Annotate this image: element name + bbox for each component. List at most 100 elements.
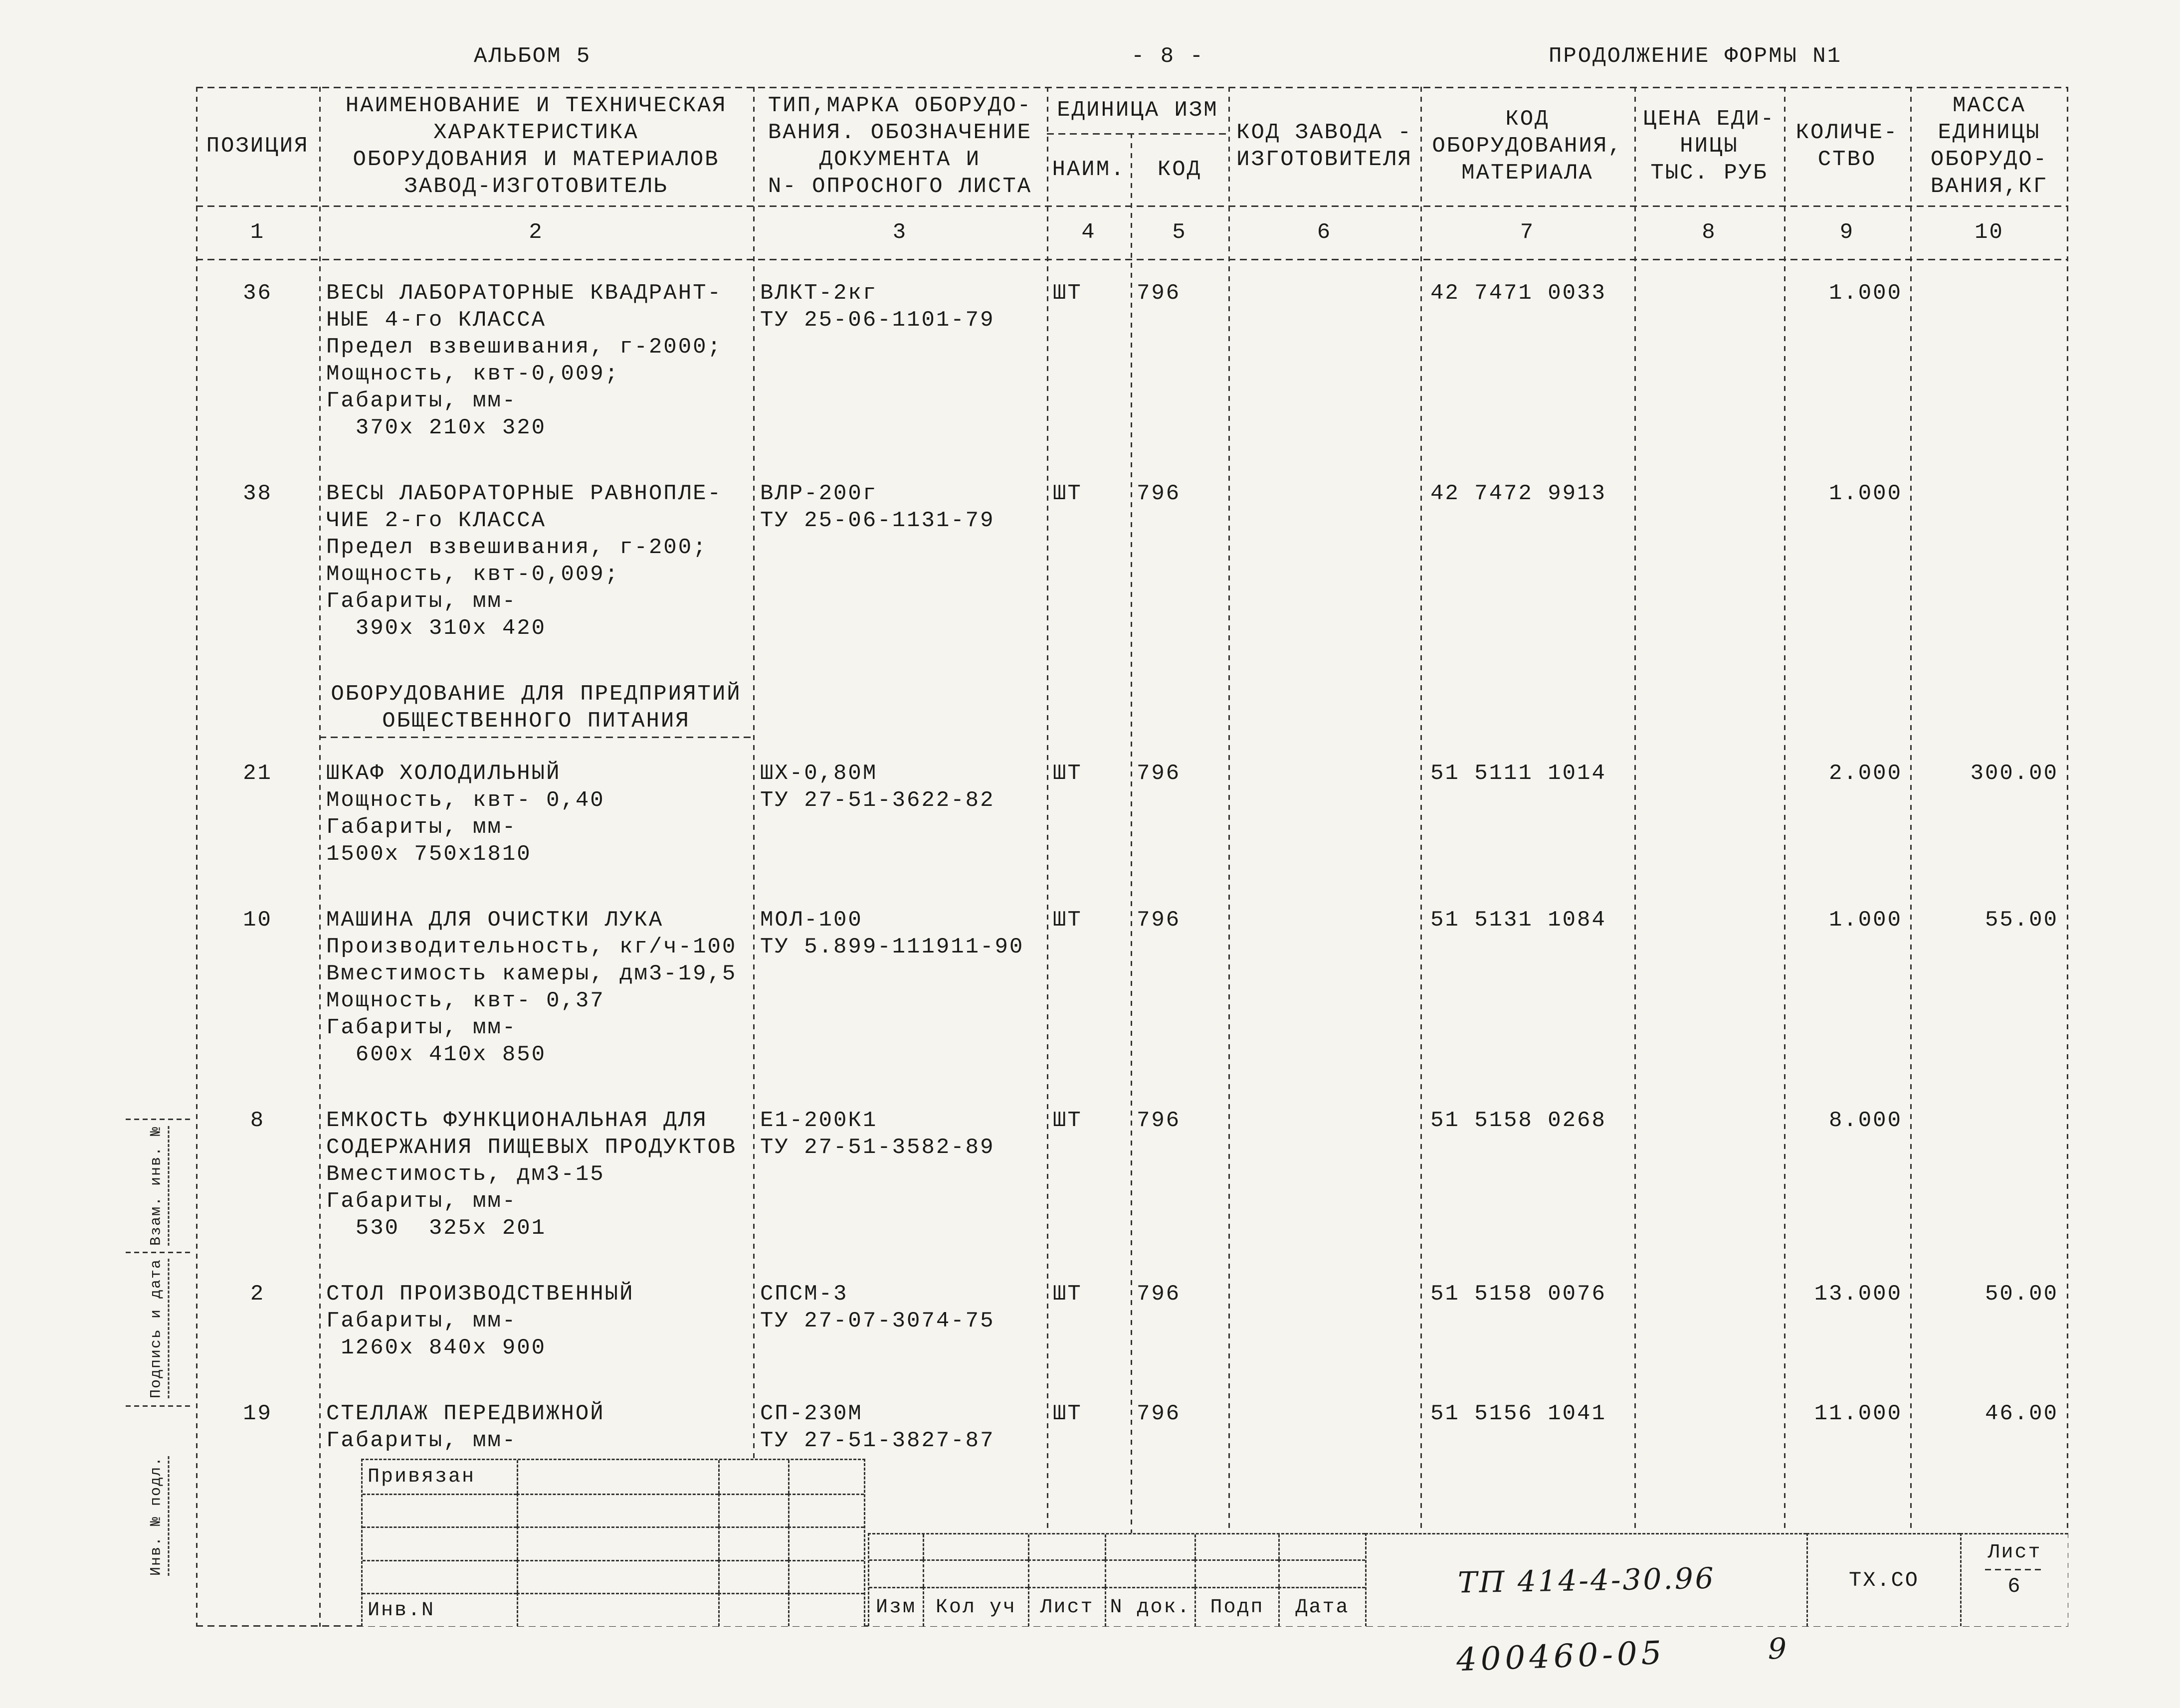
row-unit-price: [1634, 1107, 1784, 1242]
row-factory-code: [1228, 480, 1420, 642]
row-unit-name: ШТ: [1053, 1401, 1082, 1426]
col-rule-5: [1228, 87, 1230, 1627]
row-unit-code: 796: [1137, 1108, 1181, 1133]
row-unit-name: ШТ: [1053, 1108, 1082, 1133]
row-name: ЕМКОСТЬ ФУНКЦИОНАЛЬНАЯ ДЛЯ СОДЕРЖАНИЯ ПИ…: [326, 1108, 737, 1241]
handwritten-doc-number: 400460-05: [1455, 1634, 1666, 1679]
row-unit-mass: 300.00: [1970, 761, 2058, 786]
margin-tick: [126, 1119, 192, 1120]
row-type-mark: ШХ-0,80М ТУ 27-51-3622-82: [760, 761, 995, 813]
column-number: 4: [1081, 219, 1096, 245]
row-name: СТЕЛЛАЖ ПЕРЕДВИЖНОЙ Габариты, мм-: [326, 1401, 605, 1453]
form-continuation-label: ПРОДОЛЖЕНИЕ ФОРМЫ N1: [1549, 44, 1842, 69]
col-header-name: НАИМЕНОВАНИЕ И ТЕХНИЧЕСКАЯ ХАРАКТЕРИСТИК…: [345, 93, 727, 199]
row-position: 21: [243, 761, 272, 786]
row-factory-code: [1228, 907, 1420, 1068]
album-label: АЛЬБОМ 5: [474, 44, 592, 69]
sheet-number: 6: [2007, 1574, 2022, 1598]
stamp-sheet-cell: Лист 6: [1960, 1533, 2068, 1626]
row-name: ВЕСЫ ЛАБОРАТОРНЫЕ КВАДРАНТ- НЫЕ 4-го КЛА…: [326, 281, 722, 440]
table-row: 2 СТОЛ ПРОИЗВОДСТВЕННЫЙ Габариты, мм- 126…: [196, 1281, 2068, 1361]
row-equipment-code: 42 7471 0033: [1430, 281, 1606, 306]
stamp-revision-table: Изм Кол уч Лист N док. Подп Дата: [868, 1533, 1365, 1626]
section-header: ОБОРУДОВАНИЕ ДЛЯ ПРЕДПРИЯТИЙ ОБЩЕСТВЕННО…: [319, 681, 753, 738]
row-equipment-code: 51 5131 1084: [1430, 908, 1606, 933]
stamp-label-data: Дата: [1278, 1587, 1365, 1626]
row-unit-name: ШТ: [1053, 908, 1082, 933]
table-right-rule: [2067, 87, 2068, 1627]
row-unit-code: 796: [1137, 1401, 1181, 1426]
row-position: 36: [243, 281, 272, 306]
row-quantity: 8.000: [1828, 1108, 1902, 1133]
col-header-mass: МАССА ЕДИНИЦЫ ОБОРУДО- ВАНИЯ,КГ: [1930, 93, 2048, 199]
row-unit-price: [1634, 907, 1784, 1068]
table-row: 10 МАШИНА ДЛЯ ОЧИСТКИ ЛУКА Производительн…: [196, 907, 2068, 1068]
table-row: 38 ВЕСЫ ЛАБОРАТОРНЫЕ РАВНОПЛЕ- ЧИЕ 2-го К…: [196, 480, 2068, 642]
column-number: 2: [529, 219, 544, 245]
unit-measure-label: ЕДИНИЦА ИЗМ: [1057, 97, 1218, 123]
row-unit-name: ШТ: [1053, 1282, 1082, 1307]
stamp-doc-number-cell: ТП 414-4-30.96: [1365, 1533, 1806, 1626]
colnum-bottom-rule: [196, 259, 2068, 260]
column-number: 1: [250, 219, 265, 245]
margin-tick: [126, 1252, 192, 1253]
row-unit-code: 796: [1137, 908, 1181, 933]
row-type-mark: СП-230М ТУ 27-51-3827-87: [760, 1401, 995, 1453]
stamp-inv-cell: Инв.N: [363, 1593, 517, 1626]
col-rule-8: [1784, 87, 1785, 1627]
inv-label: Инв.N: [368, 1599, 435, 1622]
table-row: 19 СТЕЛЛАЖ ПЕРЕДВИЖНОЙ Габариты, мм- СП-23…: [196, 1400, 2068, 1454]
stamp-attach-table: Привязан Инв.N: [361, 1459, 865, 1626]
margin-label-vzam-inv: Взам. инв. №: [148, 1126, 170, 1246]
table-header: ПОЗИЦИЯ НАИМЕНОВАНИЕ И ТЕХНИЧЕСКАЯ ХАРАК…: [196, 87, 2068, 205]
column-numbers-row: 1 2 3 4 5 6 7 8 9 10: [196, 205, 2068, 259]
col-rule-2: [753, 87, 755, 1627]
col-rule-6: [1420, 87, 1422, 1627]
row-unit-code: 796: [1137, 481, 1181, 506]
row-unit-mass: 55.00: [1984, 908, 2058, 933]
row-unit-mass: [1910, 480, 2068, 642]
stamp-label-list: Лист: [1028, 1587, 1105, 1626]
table-top-rule: [196, 87, 2068, 88]
unit-name-label: НАИМ.: [1052, 157, 1126, 182]
col-rule-unit-split: [1131, 133, 1132, 1627]
table-row: 36 ВЕСЫ ЛАБОРАТОРНЫЕ КВАДРАНТ- НЫЕ 4-го К…: [196, 280, 2068, 441]
row-position: 8: [250, 1108, 265, 1133]
row-unit-name: ШТ: [1053, 481, 1082, 506]
row-unit-name: ШТ: [1053, 761, 1082, 786]
row-position: 38: [243, 481, 272, 506]
doc-number: ТП 414-4-30.96: [1457, 1561, 1716, 1600]
row-type-mark: ВЛР-200г ТУ 25-06-1131-79: [760, 481, 995, 533]
row-quantity: 1.000: [1828, 481, 1902, 506]
row-quantity: 13.000: [1814, 1282, 1902, 1307]
column-number: 8: [1702, 219, 1717, 245]
page-number-label: - 8 -: [1131, 44, 1205, 69]
column-number: 5: [1172, 219, 1187, 245]
row-unit-price: [1634, 280, 1784, 441]
row-type-mark: ВЛКТ-2кг ТУ 25-06-1101-79: [760, 281, 995, 333]
attached-label: Привязан: [368, 1465, 476, 1488]
row-equipment-code: 42 7472 9913: [1430, 481, 1606, 506]
section-row: ОБОРУДОВАНИЕ ДЛЯ ПРЕДПРИЯТИЙ ОБЩЕСТВЕННО…: [196, 681, 2068, 738]
row-unit-mass: 50.00: [1984, 1282, 2058, 1307]
stamp-dept-code-cell: ТХ.СО: [1806, 1533, 1960, 1626]
col-header-position: ПОЗИЦИЯ: [206, 134, 309, 159]
col-rule-1: [319, 87, 321, 1627]
row-quantity: 2.000: [1828, 761, 1902, 786]
table-row: 8 ЕМКОСТЬ ФУНКЦИОНАЛЬНАЯ ДЛЯ СОДЕРЖАНИЯ П…: [196, 1107, 2068, 1242]
column-number: 9: [1839, 219, 1855, 245]
row-name: ВЕСЫ ЛАБОРАТОРНЫЕ РАВНОПЛЕ- ЧИЕ 2-го КЛА…: [326, 481, 722, 641]
row-name: ШКАФ ХОЛОДИЛЬНЫЙ Мощность, квт- 0,40 Габ…: [326, 761, 605, 867]
column-number: 7: [1520, 219, 1535, 245]
row-unit-price: [1634, 1400, 1784, 1454]
row-type-mark: Е1-200К1 ТУ 27-51-3582-89: [760, 1108, 995, 1160]
row-quantity: 11.000: [1814, 1401, 1902, 1426]
col-header-type-mark: ТИП,МАРКА ОБОРУДО- ВАНИЯ. ОБОЗНАЧЕНИЕ ДО…: [768, 93, 1032, 199]
row-factory-code: [1228, 280, 1420, 441]
row-factory-code: [1228, 1107, 1420, 1242]
row-unit-price: [1634, 1281, 1784, 1361]
row-equipment-code: 51 5111 1014: [1430, 761, 1606, 786]
margin-label-podpis-data: Подпись и дата: [148, 1258, 170, 1399]
header-bottom-rule: [196, 205, 2068, 207]
column-number: 10: [1975, 219, 2004, 245]
